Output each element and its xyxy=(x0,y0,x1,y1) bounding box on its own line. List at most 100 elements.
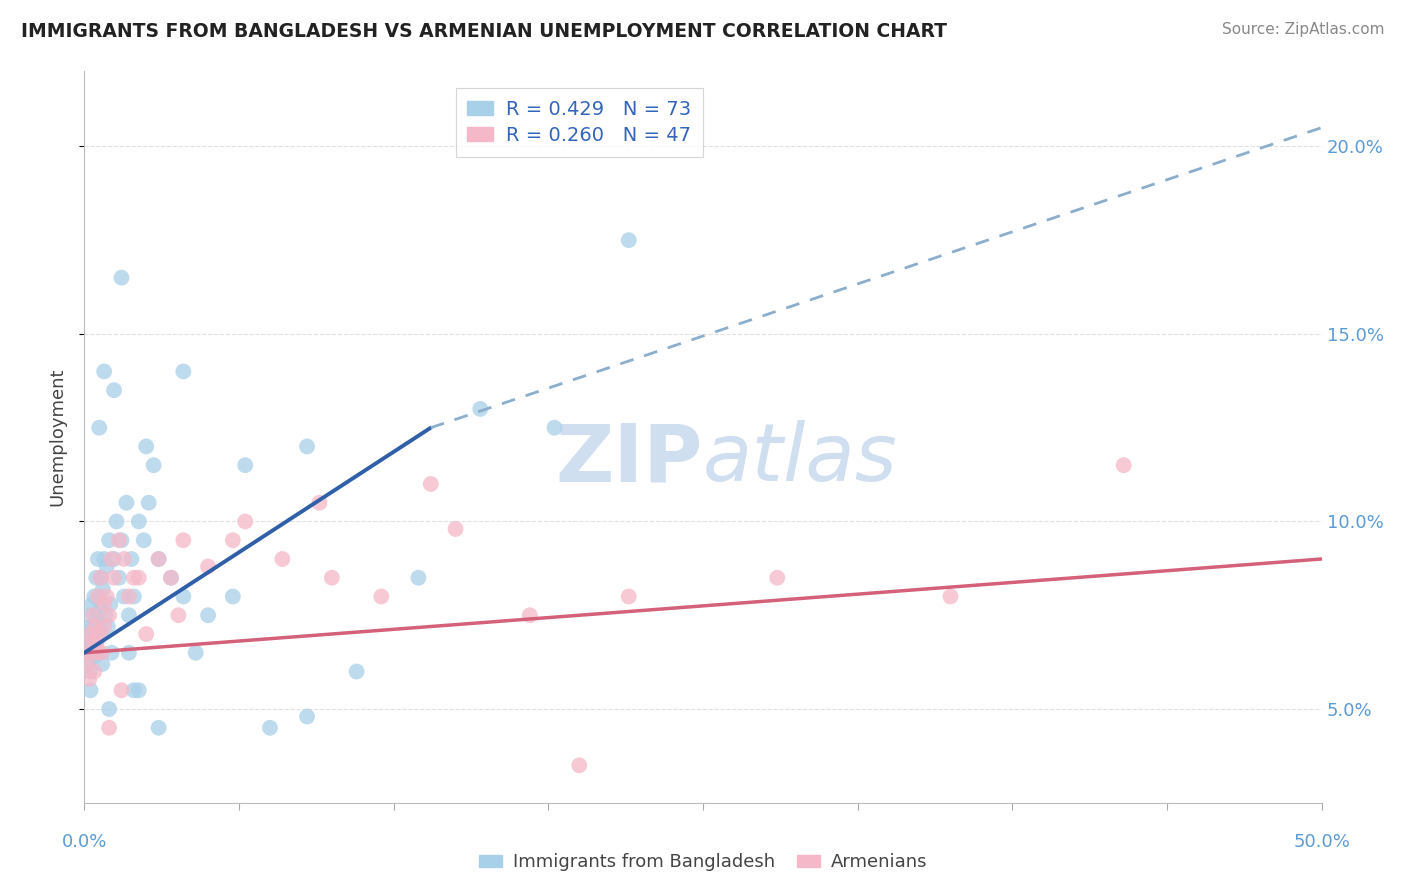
Point xyxy=(83,649,105,664)
Text: Source: ZipAtlas.com: Source: ZipAtlas.com xyxy=(1222,22,1385,37)
Point xyxy=(110,533,132,548)
Text: ZIP: ZIP xyxy=(555,420,703,498)
Point xyxy=(84,571,107,585)
Text: 0.0%: 0.0% xyxy=(62,833,107,851)
Point xyxy=(83,590,105,604)
Point xyxy=(77,634,100,648)
Point xyxy=(108,533,131,548)
Point xyxy=(82,646,104,660)
Point xyxy=(80,619,103,633)
Point xyxy=(82,608,104,623)
Point xyxy=(110,270,132,285)
Point xyxy=(86,634,108,648)
Point xyxy=(77,657,100,671)
Point xyxy=(295,709,318,723)
Point xyxy=(79,672,101,686)
Point xyxy=(84,619,107,633)
Point xyxy=(184,646,207,660)
Point xyxy=(89,590,111,604)
Point xyxy=(172,364,194,378)
Point xyxy=(122,683,145,698)
Point xyxy=(98,597,121,611)
Point xyxy=(97,619,120,633)
Point xyxy=(148,721,170,735)
Point xyxy=(148,552,170,566)
Point xyxy=(91,657,114,671)
Point xyxy=(167,608,190,623)
Point xyxy=(83,665,105,679)
Point xyxy=(93,552,115,566)
Point xyxy=(98,702,121,716)
Point xyxy=(76,627,98,641)
Point xyxy=(142,458,165,473)
Legend: Immigrants from Bangladesh, Armenians: Immigrants from Bangladesh, Armenians xyxy=(471,847,935,879)
Point xyxy=(568,758,591,772)
Point xyxy=(83,619,105,633)
Point xyxy=(259,721,281,735)
Point xyxy=(91,582,114,596)
Point xyxy=(100,552,122,566)
Point xyxy=(419,477,441,491)
Point xyxy=(93,619,115,633)
Legend: R = 0.429   N = 73, R = 0.260   N = 47: R = 0.429 N = 73, R = 0.260 N = 47 xyxy=(456,88,703,156)
Point xyxy=(79,627,101,641)
Point xyxy=(172,590,194,604)
Point xyxy=(89,646,111,660)
Point xyxy=(79,665,101,679)
Point xyxy=(1112,458,1135,473)
Point xyxy=(84,627,107,641)
Point xyxy=(103,552,125,566)
Text: atlas: atlas xyxy=(703,420,898,498)
Point xyxy=(93,597,115,611)
Point xyxy=(444,522,467,536)
Point xyxy=(132,533,155,548)
Point xyxy=(138,496,160,510)
Point xyxy=(80,634,103,648)
Point xyxy=(197,608,219,623)
Point xyxy=(271,552,294,566)
Point xyxy=(100,646,122,660)
Point xyxy=(79,683,101,698)
Point xyxy=(295,440,318,454)
Point xyxy=(103,571,125,585)
Text: 50.0%: 50.0% xyxy=(1294,833,1350,851)
Point xyxy=(128,515,150,529)
Point xyxy=(90,627,112,641)
Point xyxy=(82,597,104,611)
Point xyxy=(89,597,111,611)
Point xyxy=(98,608,121,623)
Point xyxy=(87,619,110,633)
Point xyxy=(233,515,256,529)
Point xyxy=(118,608,141,623)
Point xyxy=(128,683,150,698)
Y-axis label: Unemployment: Unemployment xyxy=(48,368,66,507)
Point xyxy=(766,571,789,585)
Point xyxy=(110,683,132,698)
Point xyxy=(321,571,343,585)
Text: IMMIGRANTS FROM BANGLADESH VS ARMENIAN UNEMPLOYMENT CORRELATION CHART: IMMIGRANTS FROM BANGLADESH VS ARMENIAN U… xyxy=(21,22,948,41)
Point xyxy=(90,571,112,585)
Point xyxy=(408,571,430,585)
Point xyxy=(160,571,183,585)
Point xyxy=(346,665,368,679)
Point xyxy=(543,420,565,434)
Point xyxy=(122,590,145,604)
Point xyxy=(128,571,150,585)
Point xyxy=(370,590,392,604)
Point xyxy=(98,533,121,548)
Point xyxy=(108,571,131,585)
Point xyxy=(115,496,138,510)
Point xyxy=(939,590,962,604)
Point xyxy=(87,552,110,566)
Point xyxy=(308,496,330,510)
Point xyxy=(103,383,125,397)
Point xyxy=(120,552,142,566)
Point xyxy=(222,533,245,548)
Point xyxy=(112,590,135,604)
Point xyxy=(96,590,118,604)
Point xyxy=(135,627,157,641)
Point xyxy=(96,559,118,574)
Point xyxy=(148,552,170,566)
Point xyxy=(76,646,98,660)
Point xyxy=(617,233,640,247)
